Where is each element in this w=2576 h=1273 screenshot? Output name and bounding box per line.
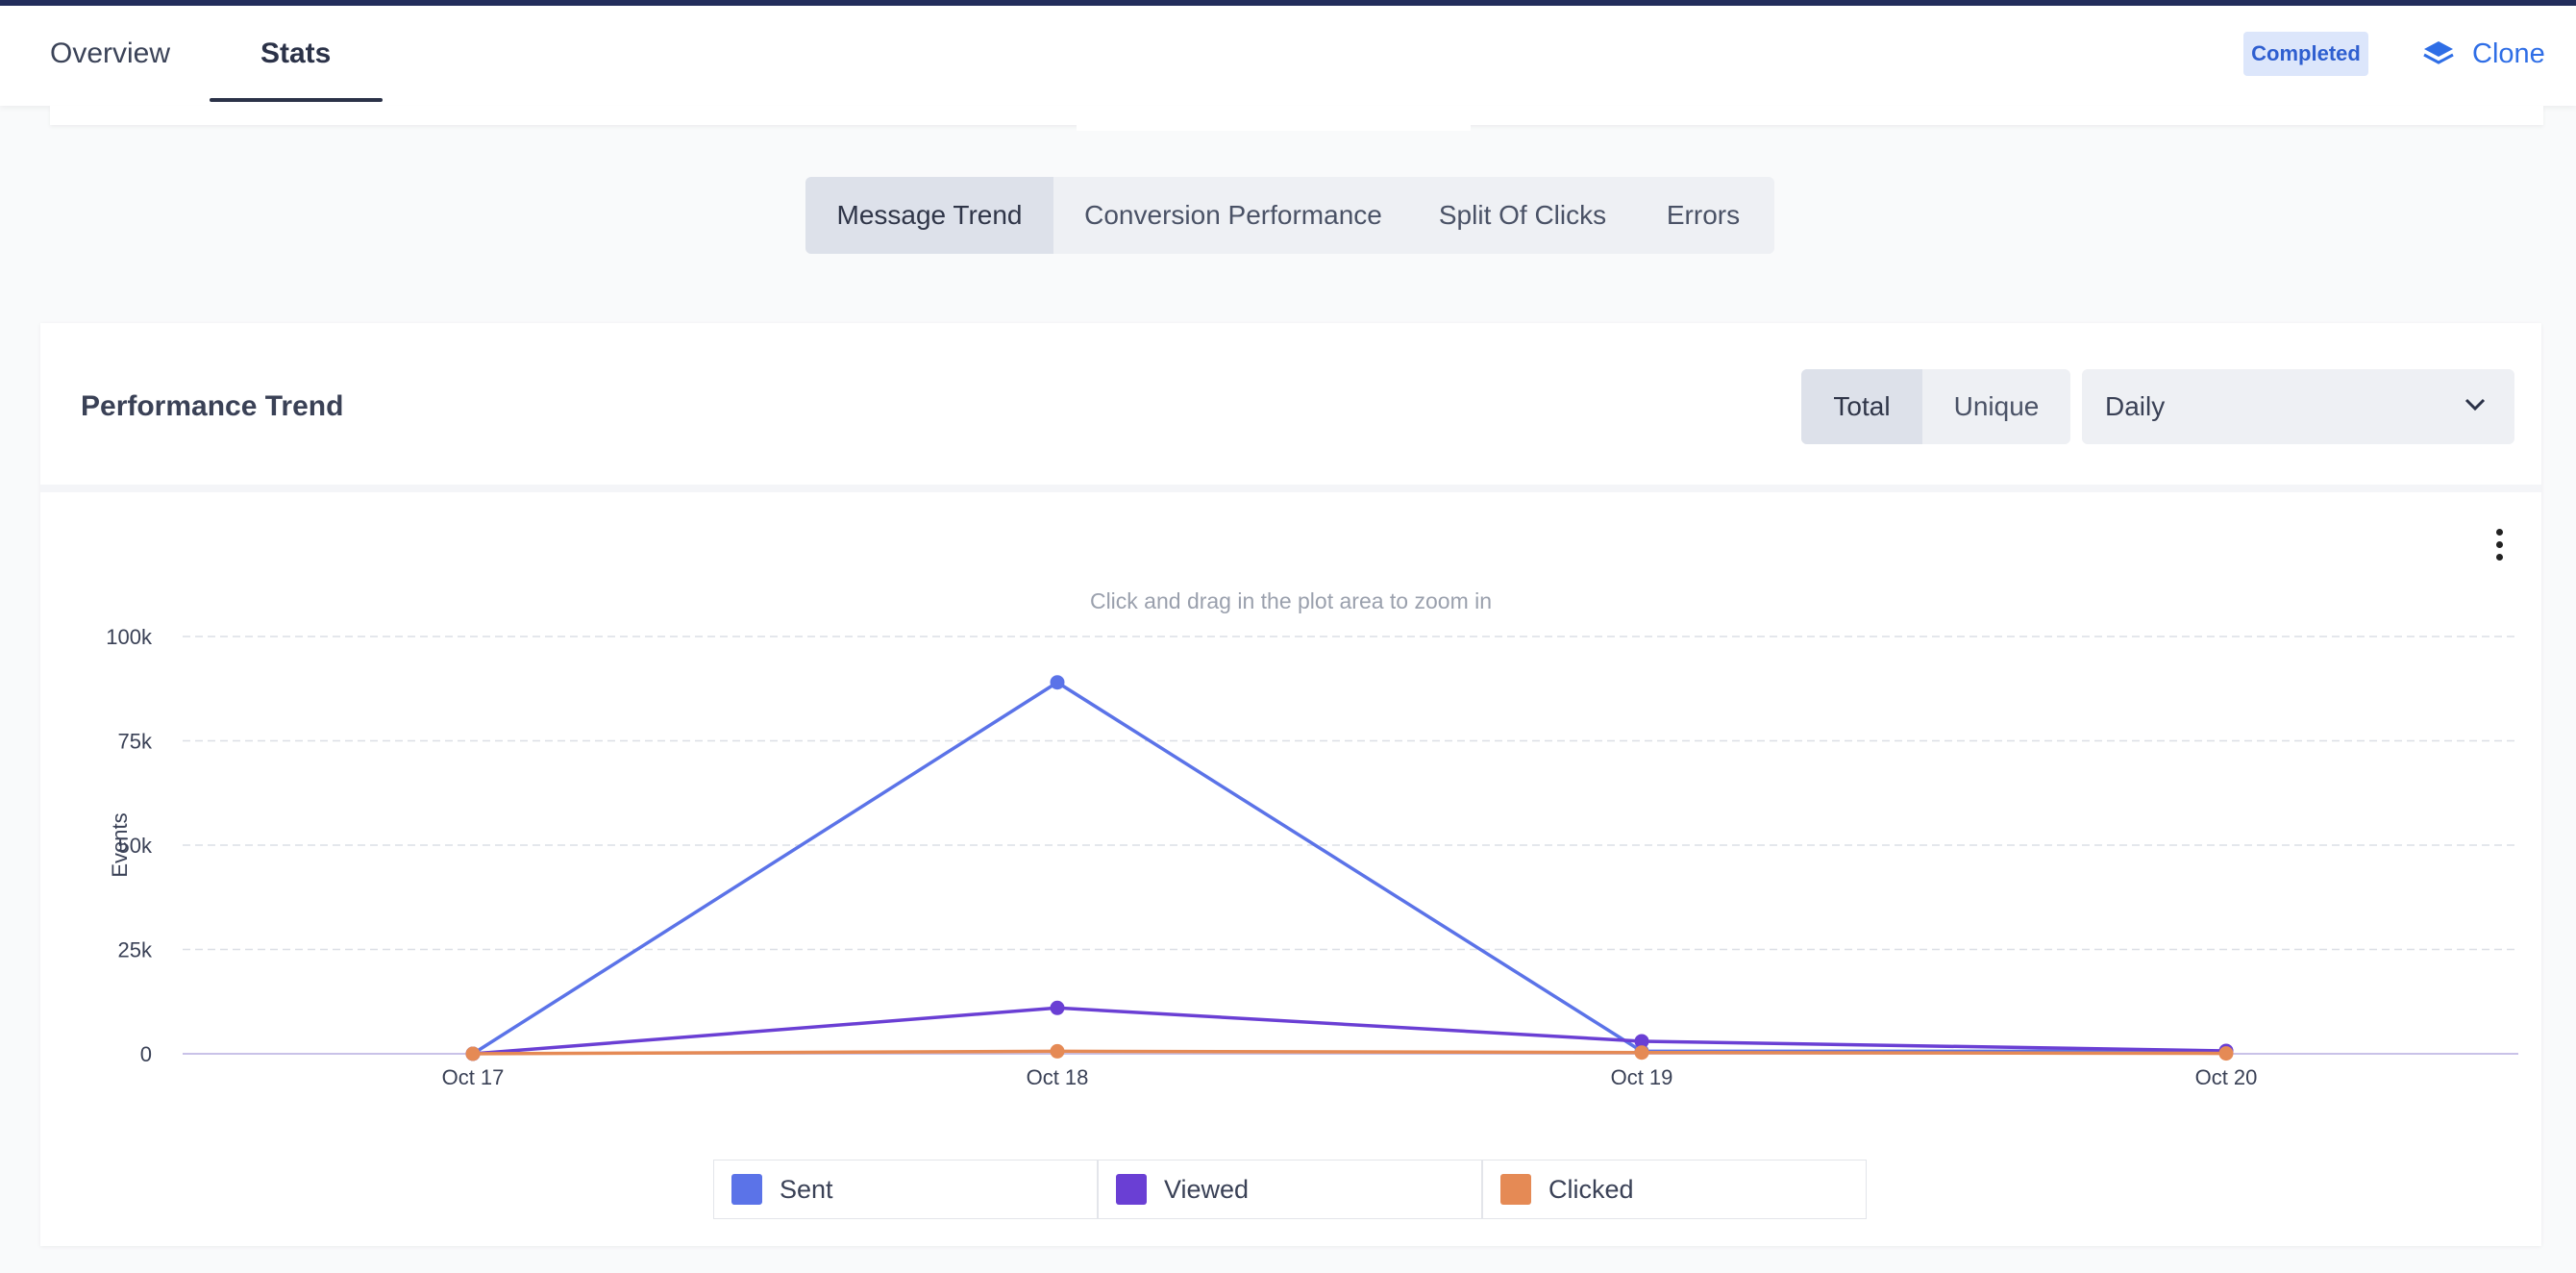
granularity-select[interactable]: Daily (2082, 369, 2514, 444)
card-divider (40, 485, 2541, 492)
toggle-total-label: Total (1833, 391, 1891, 421)
layers-icon (2423, 41, 2454, 64)
x-tick-label: Oct 19 (1611, 1065, 1673, 1089)
y-tick-label: 0 (140, 1042, 152, 1066)
header-shadow-strip-center (1077, 113, 1471, 131)
legend-label: Sent (780, 1174, 833, 1204)
tab-stats-label: Stats (260, 37, 332, 69)
data-point-viewed (1050, 1000, 1065, 1015)
dot-icon (2495, 541, 2503, 548)
subtab-errors-label: Errors (1666, 200, 1741, 230)
series-line-sent (472, 680, 2226, 1056)
data-point-clicked (1634, 1045, 1649, 1061)
chevron-down-icon (2465, 398, 2486, 412)
top-accent-bar (0, 0, 2576, 6)
performance-trend-card: Performance Trend Total Unique Daily Cli… (40, 323, 2541, 1246)
tab-overview[interactable]: Overview (50, 6, 170, 102)
series-line-viewed (472, 1006, 2227, 1056)
clone-label: Clone (2472, 37, 2545, 69)
data-point-sent (1050, 675, 1065, 690)
trend-chart[interactable]: 0 25k 50k 75k 100k Oct 17 Oct 18 Oct 19 Oct 20 Ev… (40, 323, 2541, 1160)
subtab-message-trend[interactable]: Message Trend (805, 177, 1053, 254)
toggle-unique[interactable]: Unique (1922, 369, 2070, 444)
chart-menu-button[interactable] (2488, 525, 2511, 567)
active-tab-indicator (210, 98, 383, 102)
dot-icon (2495, 554, 2503, 561)
data-point-clicked (465, 1046, 481, 1061)
toggle-total[interactable]: Total (1801, 369, 1922, 444)
x-tick-label: Oct 18 (1027, 1065, 1089, 1089)
y-tick-label: 100k (106, 625, 153, 649)
legend-label: Viewed (1164, 1174, 1250, 1204)
dot-icon (2495, 529, 2503, 536)
legend-item-sent[interactable]: Sent (713, 1160, 1098, 1219)
y-tick-label: 75k (118, 730, 153, 754)
card-title: Performance Trend (81, 390, 344, 422)
subtab-split-of-clicks[interactable]: Split Of Clicks (1413, 177, 1632, 254)
stats-subtabs: Message Trend Conversion Performance Spl… (805, 177, 1774, 254)
x-tick-label: Oct 17 (442, 1065, 505, 1089)
subtab-message-trend-label: Message Trend (836, 200, 1023, 230)
legend-item-clicked[interactable]: Clicked (1482, 1160, 1867, 1219)
granularity-value: Daily (2105, 391, 2166, 421)
legend-swatch (1116, 1174, 1147, 1205)
x-tick-label: Oct 20 (2195, 1065, 2258, 1089)
total-unique-toggle: Total Unique (1801, 369, 2070, 444)
clone-button[interactable]: Clone (2422, 27, 2545, 81)
legend-swatch (1500, 1174, 1531, 1205)
chart-legend: Sent Viewed Clicked (713, 1160, 1867, 1219)
data-point-clicked (2218, 1046, 2234, 1061)
y-tick-label: 25k (118, 938, 153, 962)
status-badge: Completed (2243, 32, 2368, 76)
subtab-conversion-performance-label: Conversion Performance (1084, 200, 1382, 230)
tab-stats[interactable]: Stats (260, 6, 331, 102)
legend-swatch (731, 1174, 762, 1205)
subtab-conversion-performance[interactable]: Conversion Performance (1053, 177, 1413, 254)
toggle-unique-label: Unique (1953, 391, 2040, 421)
y-axis-label: Events (108, 812, 132, 877)
subtab-errors[interactable]: Errors (1632, 177, 1774, 254)
tab-overview-label: Overview (50, 37, 171, 69)
zoom-hint: Click and drag in the plot area to zoom … (1089, 588, 1493, 613)
data-point-clicked (1050, 1043, 1065, 1059)
subtab-split-of-clicks-label: Split Of Clicks (1438, 200, 1607, 230)
y-tick-label: 50k (118, 834, 153, 858)
header: Overview Stats Completed Clone (0, 6, 2576, 106)
data-point-viewed (1634, 1034, 1649, 1049)
series-line-clicked (472, 1049, 2227, 1056)
legend-label: Clicked (1548, 1174, 1634, 1204)
legend-item-viewed[interactable]: Viewed (1098, 1160, 1482, 1219)
